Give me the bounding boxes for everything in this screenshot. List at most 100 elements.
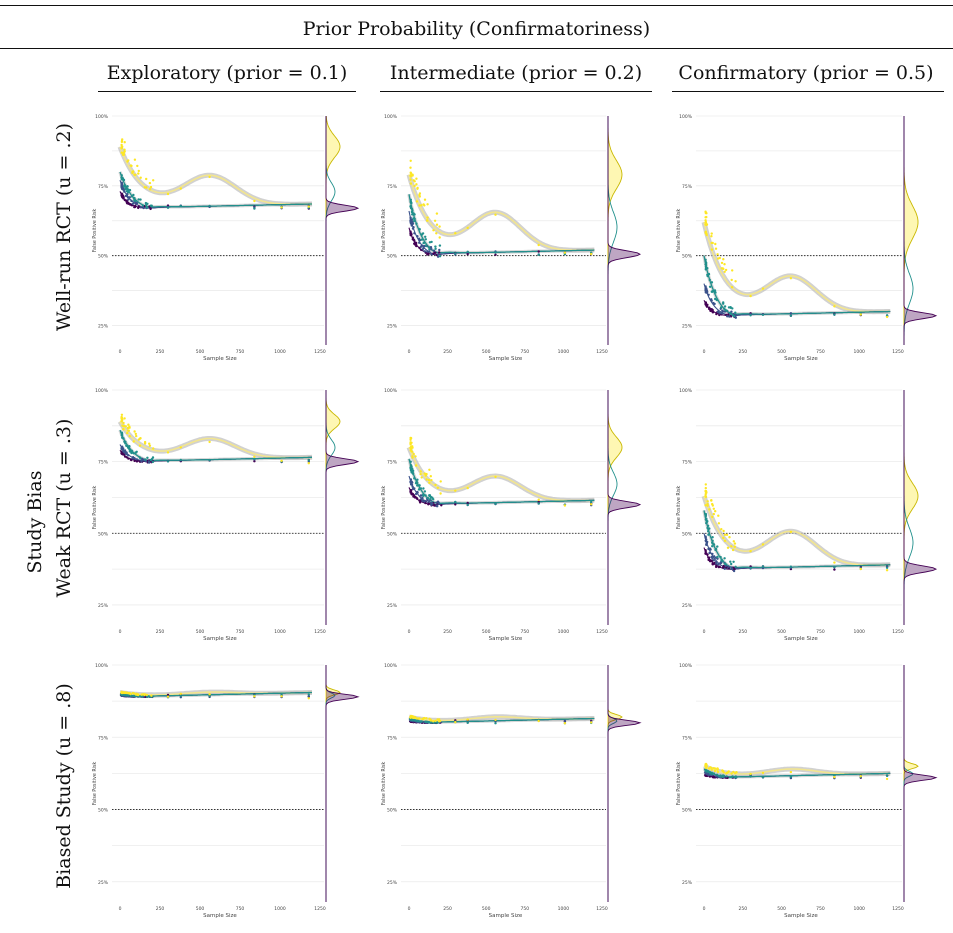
column-header-intermediate: Intermediate (prior = 0.2) — [389, 62, 643, 84]
panel-0-2-point-purple — [709, 309, 713, 313]
panel-0-2-point-yellow — [720, 267, 723, 270]
panel-0-2-point-navy — [712, 301, 715, 305]
panel-0-1-point-teal — [537, 253, 540, 256]
panel-0-2-point-yellow — [710, 232, 713, 235]
panel-0-2-point-teal — [719, 306, 723, 309]
panel-1-1-point-yellow — [563, 504, 567, 507]
panel-1-1-point-teal — [419, 487, 423, 490]
panel-0-0-point-yellow — [120, 139, 124, 143]
panel-0-2-point-navy — [704, 291, 707, 294]
panel-0-1-point-teal — [415, 222, 418, 225]
panel-0-2-y-axis-label: False Positive Risk — [676, 209, 682, 253]
panel-0-2-x-tick-label: 1000 — [853, 349, 865, 355]
panel-0-2-point-teal — [714, 297, 717, 301]
panel-1-0-point-yellow — [152, 447, 155, 450]
panel-2-0-point-teal — [179, 694, 182, 697]
panel-0-1-smooth-teal — [408, 194, 595, 254]
panel-1-0-point-yellow — [307, 462, 310, 465]
panel-1-2-x-tick-label: 750 — [816, 629, 825, 635]
panel-0-1-point-yellow — [413, 184, 416, 188]
panel-2-2-density-purple — [903, 665, 938, 902]
panel-0-1-point-teal — [466, 250, 469, 253]
panel-1-2-point-yellow — [833, 561, 836, 564]
panel-1-0-point-purple — [127, 457, 130, 460]
panel-1-1-point-yellow — [412, 452, 415, 456]
panel-2-0-x-tick-label: 0 — [119, 906, 122, 912]
panel-2-2-point-teal — [734, 776, 738, 779]
panel-0-2-point-teal — [732, 315, 736, 318]
panel-2-1-point-yellow — [537, 719, 540, 723]
panel-1-2-smooth-yellow — [703, 495, 891, 566]
panel-2-2-point-yellow — [730, 772, 733, 775]
panel-1-1-y-tick-label: 25% — [387, 603, 398, 609]
panel-0-1-point-purple — [537, 250, 540, 253]
panel-0-2-point-navy — [707, 293, 710, 296]
panel-0-1-point-navy — [419, 245, 423, 248]
panel-1-1-point-teal — [409, 464, 413, 467]
panel-0-1-point-yellow — [413, 180, 416, 183]
panel-1-2-point-yellow — [733, 542, 737, 545]
panel-0-2-point-teal — [714, 291, 717, 294]
panel-2-2-point-teal — [725, 775, 728, 778]
panel-2-1-point-teal — [494, 722, 497, 725]
panel-1-0-point-teal — [123, 440, 126, 443]
panel-1-1-point-navy — [437, 501, 440, 504]
panel-2-1-x-tick-label: 500 — [482, 906, 491, 912]
panel-2-1-point-yellow — [423, 716, 426, 720]
panel-2-1-point-teal — [466, 721, 469, 724]
panel-1-1-point-yellow — [409, 442, 412, 445]
panel-0-1-point-teal — [418, 228, 421, 231]
panel-2-1-point-yellow — [425, 717, 428, 720]
panel-1-2-point-navy — [730, 566, 733, 569]
panel-1-2-point-yellow — [712, 512, 715, 516]
panel-0-1-point-yellow — [409, 159, 412, 162]
panel-0-0-point-yellow — [145, 186, 148, 189]
panel-2-0-point-yellow — [121, 691, 124, 694]
panel-1-2-point-navy — [724, 564, 727, 568]
panel-1-2-y-tick-label: 100% — [679, 388, 693, 394]
panel-2-2-point-teal — [709, 772, 712, 775]
panel-0-0-x-tick-label: 750 — [236, 349, 245, 355]
panel-0-1-y-axis-label: False Positive Risk — [381, 209, 387, 253]
panel-2-2-point-yellow — [749, 772, 752, 776]
top-rule — [0, 5, 953, 6]
column-header-confirmatory: Confirmatory (prior = 0.5) — [678, 62, 934, 84]
panel-0-0-y-tick-label: 100% — [95, 114, 109, 120]
panel-2-0-point-yellow — [166, 695, 170, 698]
panel-0-1-point-yellow — [432, 229, 435, 232]
panel-1-2-point-navy — [711, 552, 714, 556]
panel-1-2-point-teal — [706, 526, 709, 530]
panel-0-1-point-teal — [421, 232, 425, 235]
panel-0-0-x-tick-label: 250 — [156, 349, 165, 355]
panel-0-1-point-navy — [426, 250, 429, 253]
panel-1-2-point-teal — [885, 566, 889, 569]
panel-1-0-x-tick-label: 500 — [196, 629, 205, 635]
panel-2-1-point-yellow — [409, 715, 412, 718]
panel-1-1-point-navy — [426, 498, 429, 502]
panel-2-2-x-axis-label: Sample Size — [784, 913, 818, 919]
panel-2-2-point-purple — [708, 775, 712, 778]
panel-0-2-point-teal — [727, 306, 731, 309]
panel-1-1-point-navy — [420, 497, 423, 501]
panel-0-1-x-tick-label: 1000 — [558, 349, 570, 355]
panel-2-1-y-tick-label: 50% — [387, 808, 398, 814]
panel-0-2-point-navy — [717, 310, 720, 313]
panel-0-2-point-yellow — [723, 263, 726, 266]
panel-0-2-point-yellow — [716, 257, 720, 260]
panel-0-1-point-yellow — [426, 203, 429, 206]
panel-1-1-point-navy — [423, 499, 427, 503]
panel-2-1-y-tick-label: 100% — [384, 663, 398, 669]
panel-0-2-x-tick-label: 1250 — [892, 349, 904, 355]
panel-0-0-point-teal — [137, 198, 140, 201]
panel-1-0-point-teal — [208, 458, 211, 462]
panel-2-2-point-yellow — [716, 770, 720, 774]
panel-2-2-point-yellow — [859, 775, 862, 778]
panel-0-2-point-yellow — [723, 270, 726, 273]
panel-1-2-point-yellow — [717, 522, 721, 525]
panel-0-0-point-teal — [145, 203, 148, 206]
panel-1-2-point-navy — [704, 539, 708, 542]
panel-1-1-point-teal — [424, 494, 427, 497]
panel-1-2-point-purple — [833, 568, 836, 571]
panel-1-1-point-teal — [409, 460, 412, 463]
panel-1-1-x-axis-label: Sample Size — [489, 636, 523, 642]
